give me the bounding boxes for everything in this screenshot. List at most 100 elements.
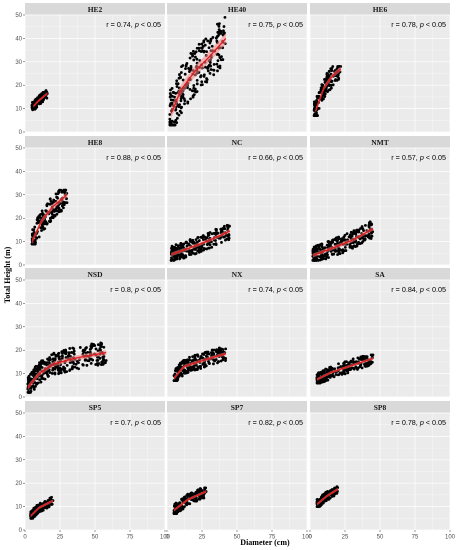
data-point xyxy=(318,90,322,94)
data-point xyxy=(195,57,199,61)
fit-line xyxy=(173,353,226,379)
x-tick-label: 75 xyxy=(412,535,419,541)
y-tick-label: 50 xyxy=(15,146,22,152)
data-point xyxy=(217,348,221,352)
data-point xyxy=(178,364,182,368)
data-point xyxy=(39,93,43,97)
data-point xyxy=(184,369,188,373)
data-point xyxy=(201,44,205,48)
data-point xyxy=(192,86,196,90)
data-point xyxy=(342,249,346,252)
data-point xyxy=(102,358,106,362)
data-point xyxy=(209,37,213,41)
data-point xyxy=(215,39,219,43)
data-point xyxy=(321,257,324,261)
data-point xyxy=(218,64,222,68)
data-point xyxy=(339,239,343,243)
data-point xyxy=(175,85,179,88)
panel-title: HE6 xyxy=(373,5,388,14)
data-point xyxy=(219,227,223,231)
data-point xyxy=(317,374,321,377)
data-point xyxy=(170,86,174,90)
data-point xyxy=(33,107,36,110)
data-point xyxy=(180,105,184,109)
data-point xyxy=(328,366,332,369)
data-point xyxy=(200,80,204,84)
data-point xyxy=(321,97,325,101)
data-point xyxy=(360,366,364,370)
data-point xyxy=(320,255,324,259)
data-point xyxy=(217,24,221,28)
data-point xyxy=(361,357,365,361)
data-point xyxy=(38,378,42,382)
y-tick-label: 30 xyxy=(15,193,22,199)
confidence-band xyxy=(174,351,226,381)
data-point xyxy=(368,220,372,224)
x-axis-title: Diameter (cm) xyxy=(240,538,290,547)
correlation-annotation: r = 0.88, p < 0.05 xyxy=(106,153,161,162)
x-tick-label: 25 xyxy=(57,535,64,541)
data-point xyxy=(175,112,179,115)
data-point xyxy=(61,367,64,371)
panel-sa: SA r = 0.84, p < 0.05 xyxy=(309,268,451,398)
data-point xyxy=(192,241,196,244)
data-point xyxy=(29,387,33,390)
data-point xyxy=(45,203,49,207)
data-point xyxy=(190,491,194,495)
data-point xyxy=(317,371,320,375)
data-point xyxy=(205,80,209,84)
data-point xyxy=(354,230,358,234)
data-point xyxy=(54,192,58,196)
data-point xyxy=(216,30,220,34)
data-point xyxy=(38,501,42,505)
data-point xyxy=(224,347,228,351)
correlation-annotation: r = 0.74, p < 0.05 xyxy=(248,285,303,294)
data-point xyxy=(45,96,49,100)
data-point xyxy=(356,228,360,232)
data-point xyxy=(48,202,52,206)
data-point xyxy=(313,114,317,118)
data-point xyxy=(57,206,61,210)
data-point xyxy=(95,359,99,362)
y-tick-label: 50 xyxy=(15,13,22,19)
data-point xyxy=(46,357,49,361)
data-point xyxy=(207,246,211,250)
fit-line xyxy=(314,68,342,112)
data-point xyxy=(90,342,94,346)
data-point xyxy=(203,486,207,490)
data-point xyxy=(32,228,36,232)
data-point xyxy=(324,367,328,371)
data-point xyxy=(195,90,199,93)
data-point xyxy=(339,365,343,368)
correlation-annotation: r = 0.74, p < 0.05 xyxy=(106,20,161,29)
data-point xyxy=(183,99,187,103)
data-point xyxy=(38,216,42,219)
y-axis-title: Total Height (m) xyxy=(3,246,12,303)
data-point xyxy=(188,238,192,241)
data-point xyxy=(314,258,318,262)
x-tick-label: 50 xyxy=(92,535,99,541)
y-tick-label: 20 xyxy=(15,348,22,354)
data-point xyxy=(38,364,42,367)
fit-line xyxy=(170,37,227,114)
x-tick-label: 0 xyxy=(308,535,312,541)
fit-line xyxy=(170,230,231,256)
data-point xyxy=(65,370,69,374)
fit-line xyxy=(312,228,374,257)
data-point xyxy=(200,42,204,46)
data-point xyxy=(89,361,93,365)
data-point xyxy=(54,355,58,358)
data-point xyxy=(221,58,225,62)
data-point xyxy=(34,506,37,510)
data-point xyxy=(336,253,339,256)
data-point xyxy=(316,96,320,99)
data-point xyxy=(183,72,187,76)
data-point xyxy=(223,235,226,239)
data-point xyxy=(370,223,374,226)
data-point xyxy=(36,366,40,370)
data-point xyxy=(315,381,319,385)
panel-nx: NX r = 0.74, p < 0.05 xyxy=(166,268,308,398)
data-point xyxy=(100,342,103,345)
